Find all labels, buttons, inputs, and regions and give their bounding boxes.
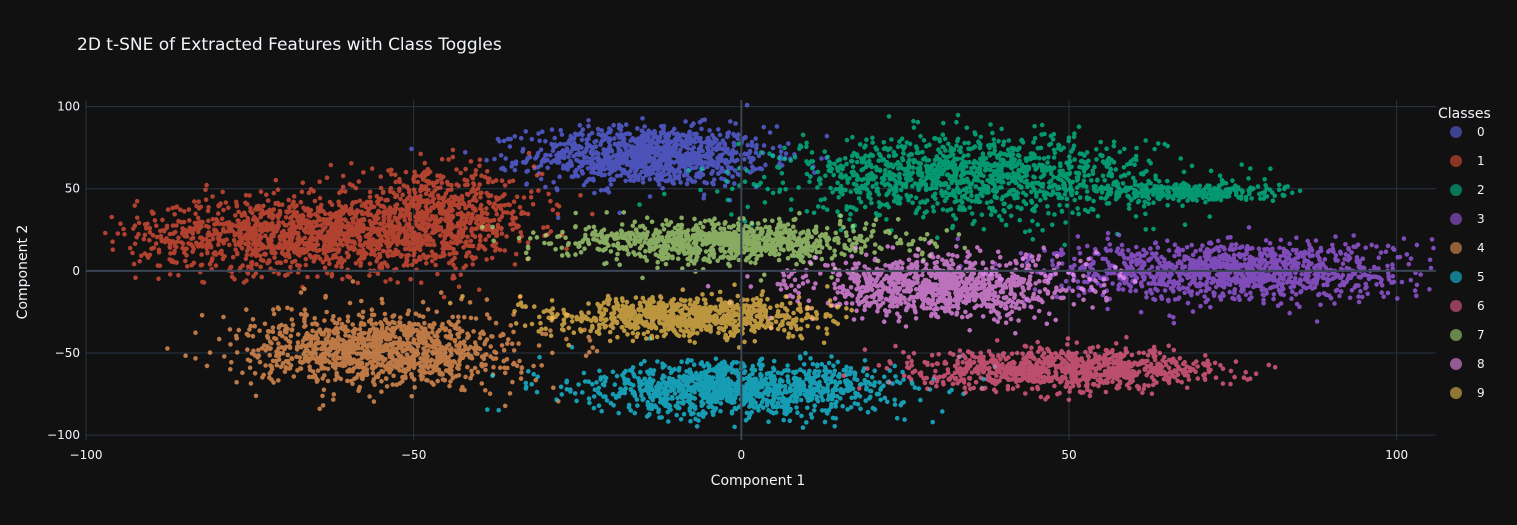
legend-label: 0 [1477, 125, 1485, 139]
x-axis-ticks: −100 −50 0 50 100 [70, 448, 1409, 462]
class-7-points [480, 210, 968, 283]
y-axis-ticks: −100 −50 0 50 100 [47, 100, 80, 443]
x-tick-label: 50 [1061, 448, 1076, 462]
legend-item-class-3[interactable]: 3 [1450, 212, 1485, 226]
legend-label: 1 [1477, 154, 1485, 168]
legend-marker [1450, 271, 1462, 283]
y-tick-label: 0 [72, 264, 80, 278]
legend: Classes 0 1 2 3 4 5 6 7 8 9 [1438, 106, 1491, 400]
x-tick-label: −100 [70, 448, 103, 462]
legend-marker [1450, 213, 1462, 225]
legend-item-class-8[interactable]: 8 [1450, 357, 1485, 371]
legend-label: 2 [1477, 183, 1485, 197]
legend-item-class-4[interactable]: 4 [1450, 241, 1485, 255]
class-2-points [1041, 173, 1303, 209]
legend-marker [1450, 184, 1462, 196]
legend-marker [1450, 387, 1462, 399]
legend-label: 5 [1477, 270, 1485, 284]
legend-item-class-7[interactable]: 7 [1450, 328, 1485, 342]
legend-label: 4 [1477, 241, 1485, 255]
series-class-1 [102, 147, 595, 300]
series-class-7 [480, 210, 968, 283]
x-axis-title: Component 1 [711, 473, 806, 489]
y-tick-label: 50 [65, 182, 80, 196]
y-tick-label: 100 [57, 100, 80, 114]
class-0-points [409, 102, 830, 221]
series-class-8 [705, 240, 1138, 336]
series-class-4 [165, 279, 600, 412]
legend-marker [1450, 242, 1462, 254]
x-tick-label: 100 [1385, 448, 1408, 462]
legend-label: 3 [1477, 212, 1485, 226]
y-axis-title: Component 2 [15, 225, 31, 320]
y-tick-label: −50 [55, 346, 80, 360]
plot-area[interactable] [85, 100, 1436, 440]
legend-marker [1450, 300, 1462, 312]
y-tick-label: −100 [47, 428, 80, 442]
legend-marker [1450, 155, 1462, 167]
series-class-6 [841, 334, 1278, 403]
legend-item-class-5[interactable]: 5 [1450, 270, 1485, 284]
class-1-points [102, 179, 583, 290]
class-6-points [841, 334, 1278, 403]
class-9-points [447, 282, 855, 350]
class-1-points [269, 147, 595, 300]
legend-item-class-1[interactable]: 1 [1450, 154, 1485, 168]
legend-item-class-0[interactable]: 0 [1450, 125, 1485, 139]
series-class-2 [637, 112, 1303, 248]
series-class-9 [447, 282, 855, 350]
x-tick-label: −50 [401, 448, 426, 462]
class-3-points [955, 225, 1436, 326]
series-class-3 [955, 225, 1436, 326]
chart-title: 2D t-SNE of Extracted Features with Clas… [77, 35, 502, 55]
legend-item-class-2[interactable]: 2 [1450, 183, 1485, 197]
points-layer [102, 102, 1436, 430]
legend-label: 9 [1477, 386, 1485, 400]
legend-item-class-9[interactable]: 9 [1450, 386, 1485, 400]
class-2-points [637, 112, 1273, 248]
legend-label: 8 [1477, 357, 1485, 371]
legend-marker [1450, 329, 1462, 341]
axis-lines [86, 100, 1436, 440]
legend-title: Classes [1438, 106, 1491, 122]
legend-marker [1450, 358, 1462, 370]
class-4-points [165, 279, 600, 412]
x-tick-label: 0 [738, 448, 746, 462]
legend-marker [1450, 126, 1462, 138]
legend-label: 7 [1477, 328, 1485, 342]
legend-item-class-6[interactable]: 6 [1450, 299, 1485, 313]
legend-label: 6 [1477, 299, 1485, 313]
class-8-points [705, 240, 1138, 336]
series-class-0 [409, 102, 830, 221]
